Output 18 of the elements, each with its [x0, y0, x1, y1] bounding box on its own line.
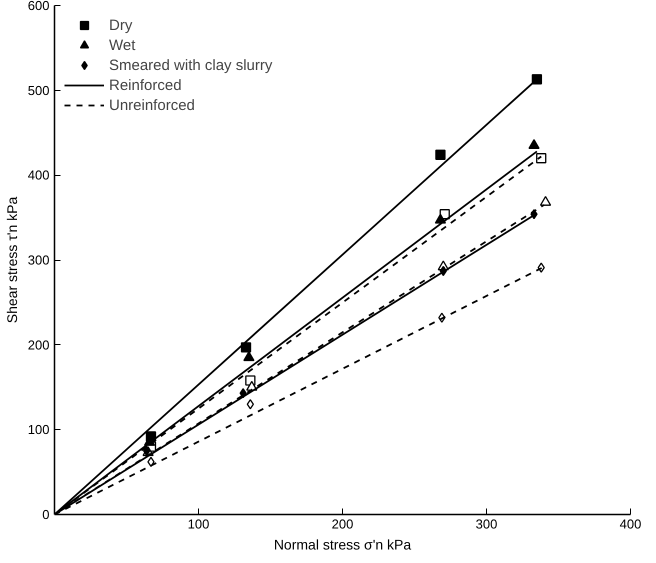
legend-label: Dry	[109, 16, 132, 34]
x-tick-label: 200	[332, 516, 354, 532]
y-tick-label: 300	[28, 252, 50, 268]
y-tick-label: 0	[42, 507, 50, 522]
legend-label: Reinforced	[109, 76, 182, 94]
y-tick-label: 200	[28, 337, 50, 352]
y-tick-label: 600	[28, 0, 50, 13]
x-tick-label: 400	[620, 516, 642, 532]
legend-label: Smeared with clay slurry	[109, 56, 272, 74]
y-axis-title: Shear stress τ'n kPa	[4, 196, 20, 324]
y-tick-label: 500	[28, 82, 50, 98]
legend-label: Unreinforced	[109, 96, 195, 114]
x-tick-label: 100	[188, 516, 210, 532]
x-axis-title: Normal stress σ'n kPa	[274, 536, 412, 552]
x-tick-label: 300	[476, 516, 498, 532]
y-tick-label: 100	[28, 422, 50, 438]
y-tick-label: 400	[28, 168, 50, 183]
legend-label: Wet	[109, 36, 136, 54]
